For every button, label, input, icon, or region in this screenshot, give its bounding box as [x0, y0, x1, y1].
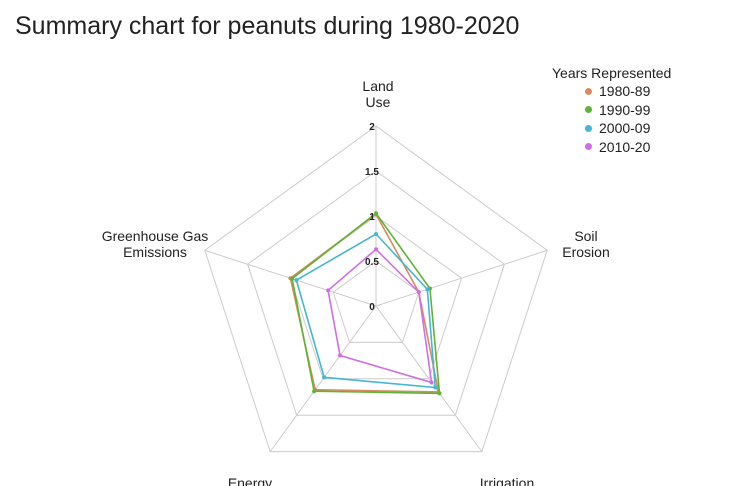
series-point-1990-99-4 [312, 389, 317, 394]
legend-title: Years Represented [552, 65, 672, 81]
legend-item: 1990-99 [552, 101, 671, 120]
series-line-1990-99 [291, 212, 441, 395]
radar-series [288, 211, 442, 396]
tick-label: 1 [369, 212, 375, 223]
tick-label: 0 [369, 302, 375, 313]
axis-label-3: Irrigation [480, 475, 534, 486]
grid-spoke-2 [375, 249, 548, 307]
tick-label: 2 [369, 122, 375, 133]
axis-label-1: Land Use [362, 78, 393, 110]
series-point-2010-20-3 [429, 380, 434, 385]
legend-label: 2010-20 [599, 138, 651, 155]
series-line-1980-89 [289, 213, 440, 393]
series-point-2010-20-5 [326, 288, 331, 293]
series-point-2000-09-3 [433, 385, 438, 390]
tick-label: 0.5 [365, 257, 379, 268]
series-point-2010-20-1 [374, 247, 378, 252]
series-line-2000-09 [295, 232, 437, 389]
legend-swatch [585, 87, 592, 95]
series-point-1990-99-1 [374, 211, 378, 216]
series-point-2010-20-4 [338, 353, 343, 358]
axis-label-4: Energy [228, 475, 272, 486]
series-point-1990-99-5 [290, 276, 295, 281]
radar-tick-labels: 0 0.5 1 1.5 2 [365, 122, 379, 313]
radar-grid [204, 125, 548, 453]
series-line-2010-20 [327, 248, 433, 384]
axis-label-2: Soil Erosion [562, 228, 609, 260]
series-point-2000-09-4 [322, 375, 327, 380]
legend-label: 2000-09 [599, 120, 651, 137]
series-point-2010-20-2 [416, 290, 421, 295]
legend-swatch [585, 106, 592, 114]
grid-spoke-3 [375, 305, 483, 452]
series-point-2000-09-1 [374, 232, 378, 236]
chart-title: Summary chart for peanuts during 1980-20… [15, 12, 520, 40]
grid-ring-3 [247, 170, 505, 416]
legend-label: 1990-99 [599, 101, 651, 118]
legend-item: 2010-20 [552, 138, 671, 157]
axis-label-5: Greenhouse Gas Emissions [102, 228, 209, 260]
tick-label: 1.5 [365, 167, 379, 178]
legend-items: 1980-89 1990-99 2000-09 2010-20 [552, 82, 671, 156]
series-point-2000-09-5 [294, 278, 299, 283]
legend-item: 2000-09 [552, 119, 671, 138]
legend: Years Represented 1980-89 1990-99 2000-09 2… [552, 65, 671, 156]
series-point-2000-09-2 [425, 287, 430, 292]
legend-swatch [585, 124, 592, 132]
legend-item: 1980-89 [552, 82, 671, 101]
legend-swatch [585, 143, 592, 151]
legend-label: 1980-89 [599, 83, 651, 100]
radar-axis-labels: Land Use Soil Erosion Irrigation Energy Greenh… [102, 78, 610, 486]
grid-ring-4 [204, 125, 548, 453]
series-point-1990-99-3 [437, 391, 442, 396]
grid-ring-1 [332, 260, 420, 343]
